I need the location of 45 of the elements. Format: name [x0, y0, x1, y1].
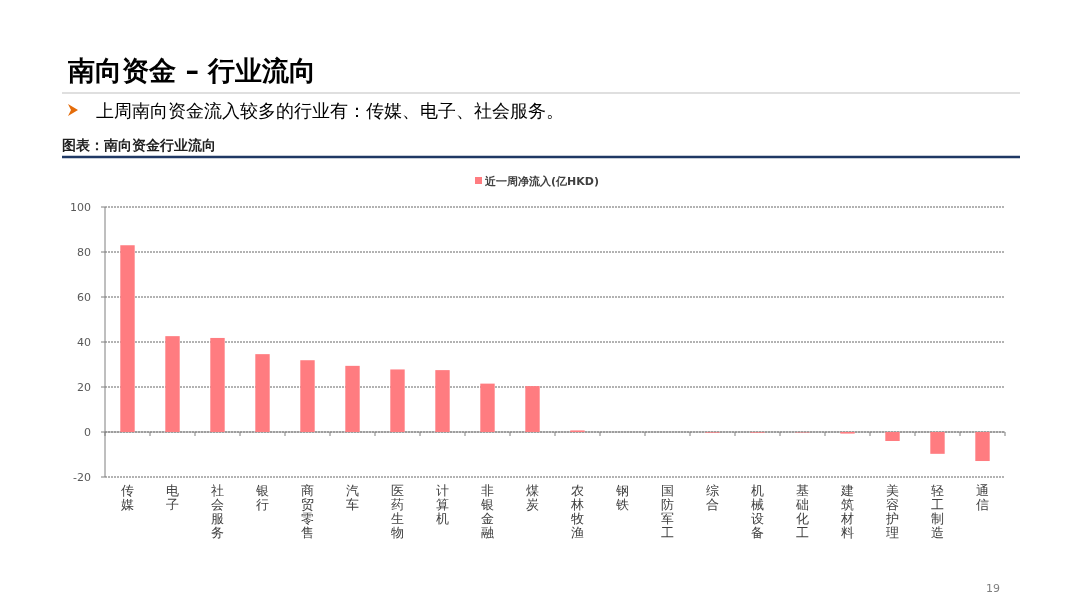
- x-tick-label: 钢铁: [615, 483, 629, 512]
- chart-subtitle: 上周南向资金流入较多的行业有：传媒、电子、社会服务。: [96, 100, 564, 121]
- x-tick-label: 通信: [976, 483, 989, 512]
- bar: [435, 370, 450, 432]
- x-tick-label: 社会服务: [211, 483, 224, 540]
- bar: [120, 245, 135, 432]
- x-tick-label: 基础化工: [795, 483, 809, 540]
- x-tick-label: 农林牧渔: [570, 483, 584, 540]
- bar: [210, 337, 225, 432]
- x-tick-label: 医药生物: [391, 483, 404, 540]
- x-tick-label: 银行: [255, 483, 269, 512]
- x-tick-label: 传媒: [121, 483, 134, 512]
- x-tick-label: 非银金融: [480, 483, 494, 540]
- text: 图表：南向资金行业流向: [62, 137, 216, 153]
- bar: [930, 432, 945, 454]
- bar: [300, 360, 315, 432]
- y-tick-label: 20: [77, 381, 91, 394]
- bar: [525, 386, 540, 432]
- text: 19: [986, 582, 1000, 595]
- x-tick-label: 商贸零售: [301, 483, 314, 540]
- x-tick-label: 综合: [706, 483, 719, 512]
- x-tick-label: 计算机: [436, 483, 449, 526]
- x-tick-label: 建筑材料: [840, 483, 854, 540]
- y-tick-label: 80: [77, 246, 91, 259]
- x-tick-label: 煤炭: [526, 483, 539, 512]
- bar: [255, 354, 270, 432]
- bar: [885, 432, 900, 441]
- x-tick-label: 机械设备: [751, 483, 764, 540]
- bar: [390, 369, 405, 432]
- bar: [165, 336, 180, 432]
- x-tick-label: 美容护理: [885, 483, 899, 540]
- y-tick-label: -20: [73, 471, 91, 484]
- y-tick-label: 40: [77, 336, 91, 349]
- bar: [975, 432, 990, 462]
- x-tick-label: 电子: [166, 483, 179, 512]
- y-tick-label: 100: [70, 201, 91, 214]
- x-tick-label: 国防军工: [661, 483, 674, 540]
- x-tick-label: 汽车: [346, 483, 359, 512]
- bar: [345, 365, 360, 432]
- y-tick-label: 0: [84, 426, 91, 439]
- chart-title: 南向资金 – 行业流向: [67, 55, 317, 86]
- y-tick-label: 60: [77, 291, 91, 304]
- x-tick-label: 轻工制造: [931, 483, 944, 540]
- legend-label: 近一周净流入(亿HKD): [484, 175, 599, 188]
- bar: [480, 383, 495, 432]
